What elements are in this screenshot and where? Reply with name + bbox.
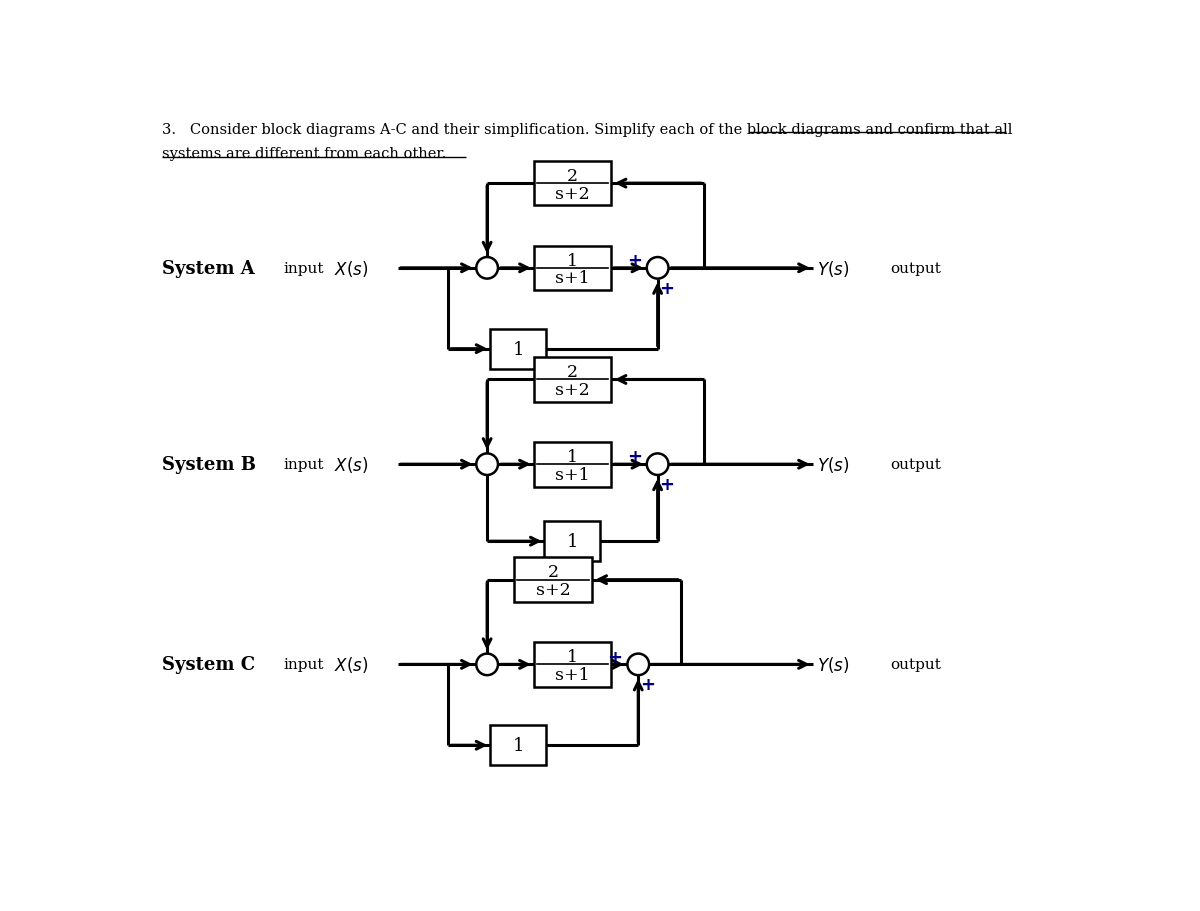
Text: s+2: s+2 — [535, 581, 570, 599]
Text: output: output — [890, 658, 941, 671]
Text: 2: 2 — [566, 168, 578, 185]
Text: $X(s)$: $X(s)$ — [335, 455, 368, 475]
Text: input: input — [283, 261, 324, 275]
Text: 2: 2 — [547, 564, 558, 581]
Text: input: input — [283, 457, 324, 472]
Text: +: + — [607, 648, 623, 666]
Text: $Y(s)$: $Y(s)$ — [816, 455, 848, 475]
Bar — [534, 161, 611, 206]
Circle shape — [476, 654, 498, 675]
Text: 1: 1 — [512, 736, 524, 754]
Text: s+2: s+2 — [554, 382, 589, 398]
Text: +: + — [660, 476, 674, 494]
Text: 2: 2 — [566, 363, 578, 381]
Text: 1: 1 — [512, 341, 524, 358]
Text: $Y(s)$: $Y(s)$ — [816, 259, 848, 279]
Text: $X(s)$: $X(s)$ — [335, 259, 368, 279]
Text: systems are different from each other.: systems are different from each other. — [162, 147, 446, 161]
Bar — [534, 246, 611, 291]
Bar — [534, 358, 611, 403]
Text: System C: System C — [162, 656, 254, 673]
Text: s+1: s+1 — [556, 466, 589, 483]
Text: 1: 1 — [566, 252, 578, 270]
Text: System B: System B — [162, 456, 256, 474]
Text: 1: 1 — [566, 649, 578, 665]
Text: s+2: s+2 — [554, 186, 589, 202]
Text: $Y(s)$: $Y(s)$ — [816, 655, 848, 675]
Circle shape — [628, 654, 649, 675]
Text: s+1: s+1 — [556, 270, 589, 287]
Bar — [534, 443, 611, 487]
Text: input: input — [283, 658, 324, 671]
Text: 1: 1 — [566, 533, 578, 550]
Text: 1: 1 — [566, 448, 578, 466]
Circle shape — [647, 454, 668, 476]
Bar — [515, 558, 592, 602]
Circle shape — [476, 454, 498, 476]
Text: +: + — [626, 448, 642, 466]
Text: +: + — [660, 280, 674, 298]
Text: output: output — [890, 457, 941, 472]
Bar — [491, 725, 546, 765]
Bar — [545, 522, 600, 561]
Bar — [534, 642, 611, 687]
Text: System A: System A — [162, 260, 254, 278]
Text: output: output — [890, 261, 941, 275]
Text: +: + — [626, 251, 642, 270]
Circle shape — [476, 258, 498, 280]
Text: s+1: s+1 — [556, 666, 589, 683]
Text: $X(s)$: $X(s)$ — [335, 655, 368, 675]
Circle shape — [647, 258, 668, 280]
Bar — [491, 329, 546, 369]
Text: +: + — [640, 676, 655, 693]
Text: 3.   Consider block diagrams A-C and their simplification. Simplify each of the : 3. Consider block diagrams A-C and their… — [162, 122, 1012, 137]
